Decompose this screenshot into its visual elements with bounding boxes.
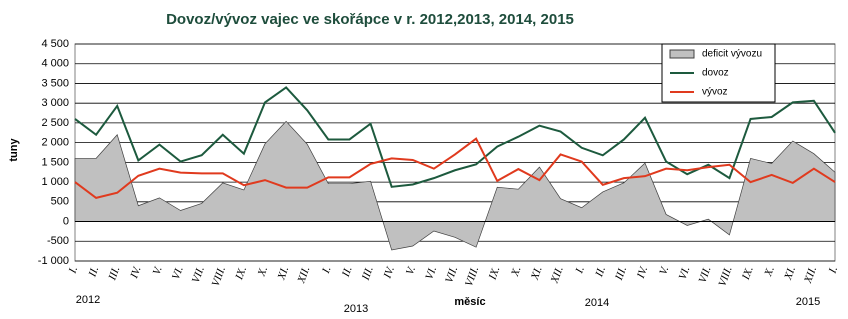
year-label: 2014 [585, 297, 609, 309]
y-tick-label: 4 500 [41, 38, 69, 50]
y-tick-label: -1 000 [38, 255, 69, 267]
x-tick-label: IV. [635, 265, 651, 281]
x-tick-label: III. [359, 265, 375, 283]
legend-label: vývoz [702, 87, 728, 98]
x-tick-label: VI. [170, 265, 186, 281]
x-tick-label: I. [826, 265, 840, 276]
y-tick-label: 0 [63, 215, 69, 227]
x-tick-label: VI. [677, 265, 693, 281]
chart-title: Dovoz/vývoz vajec ve skořápce v r. 2012,… [166, 11, 574, 28]
x-tick-label: VIII. [716, 265, 734, 288]
x-tick-label: X. [762, 265, 777, 279]
y-tick-label: 1 000 [41, 176, 69, 188]
x-tick-label: X. [509, 265, 524, 279]
x-tick-label: IX. [233, 265, 249, 282]
year-label: 2012 [76, 294, 100, 306]
x-tick-label: VIII. [463, 265, 481, 288]
y-axis-label: tuny [8, 138, 20, 162]
x-tick-label: V. [404, 265, 418, 277]
x-tick-label: IX. [740, 265, 756, 282]
year-label: 2013 [344, 303, 368, 315]
x-tick-label: V. [657, 265, 671, 277]
year-label: 2015 [796, 296, 820, 308]
x-tick-label: III. [106, 265, 122, 283]
y-tick-label: 2 500 [41, 117, 69, 129]
series-line [74, 137, 836, 199]
x-tick-label: II. [86, 265, 101, 280]
x-tick-label: I. [66, 265, 80, 276]
y-tick-label: 1 500 [41, 156, 69, 168]
x-tick-label: II. [593, 265, 608, 280]
x-tick-label: V. [151, 265, 165, 277]
series-line [74, 86, 836, 188]
legend-label: dovoz [702, 68, 729, 79]
x-tick-label: XII. [295, 265, 312, 286]
y-tick-label: 3 000 [41, 97, 69, 109]
x-tick-label: VIII. [210, 265, 228, 288]
x-tick-label: III. [613, 265, 629, 283]
x-axis-label: měsíc [454, 296, 485, 308]
x-tick-label: VII. [697, 265, 714, 285]
y-tick-label: 500 [51, 196, 69, 208]
x-tick-label: XI. [782, 265, 798, 282]
x-tick-label: VII. [443, 265, 460, 285]
x-tick-label: VI. [423, 265, 439, 281]
y-tick-label: 3 500 [41, 77, 69, 89]
x-tick-label: I. [320, 265, 334, 276]
x-tick-label: VII. [190, 265, 207, 285]
deficit-area [74, 120, 836, 251]
x-tick-label: IV. [381, 265, 397, 281]
x-tick-label: I. [573, 265, 587, 276]
x-tick-label: XI. [275, 265, 291, 282]
x-tick-label: XI. [529, 265, 545, 282]
x-tick-label: XII. [548, 265, 565, 286]
x-tick-label: XII. [802, 265, 819, 286]
y-tick-label: -500 [47, 235, 69, 247]
y-tick-label: 2 000 [41, 137, 69, 149]
x-tick-label: II. [340, 265, 355, 280]
legend-label: deficit vývozu [702, 49, 762, 60]
legend-swatch [669, 49, 695, 59]
x-tick-label: IV. [128, 265, 144, 281]
x-tick-label: X. [255, 265, 270, 279]
y-tick-label: 4 000 [41, 58, 69, 70]
x-tick-label: IX. [486, 265, 502, 282]
